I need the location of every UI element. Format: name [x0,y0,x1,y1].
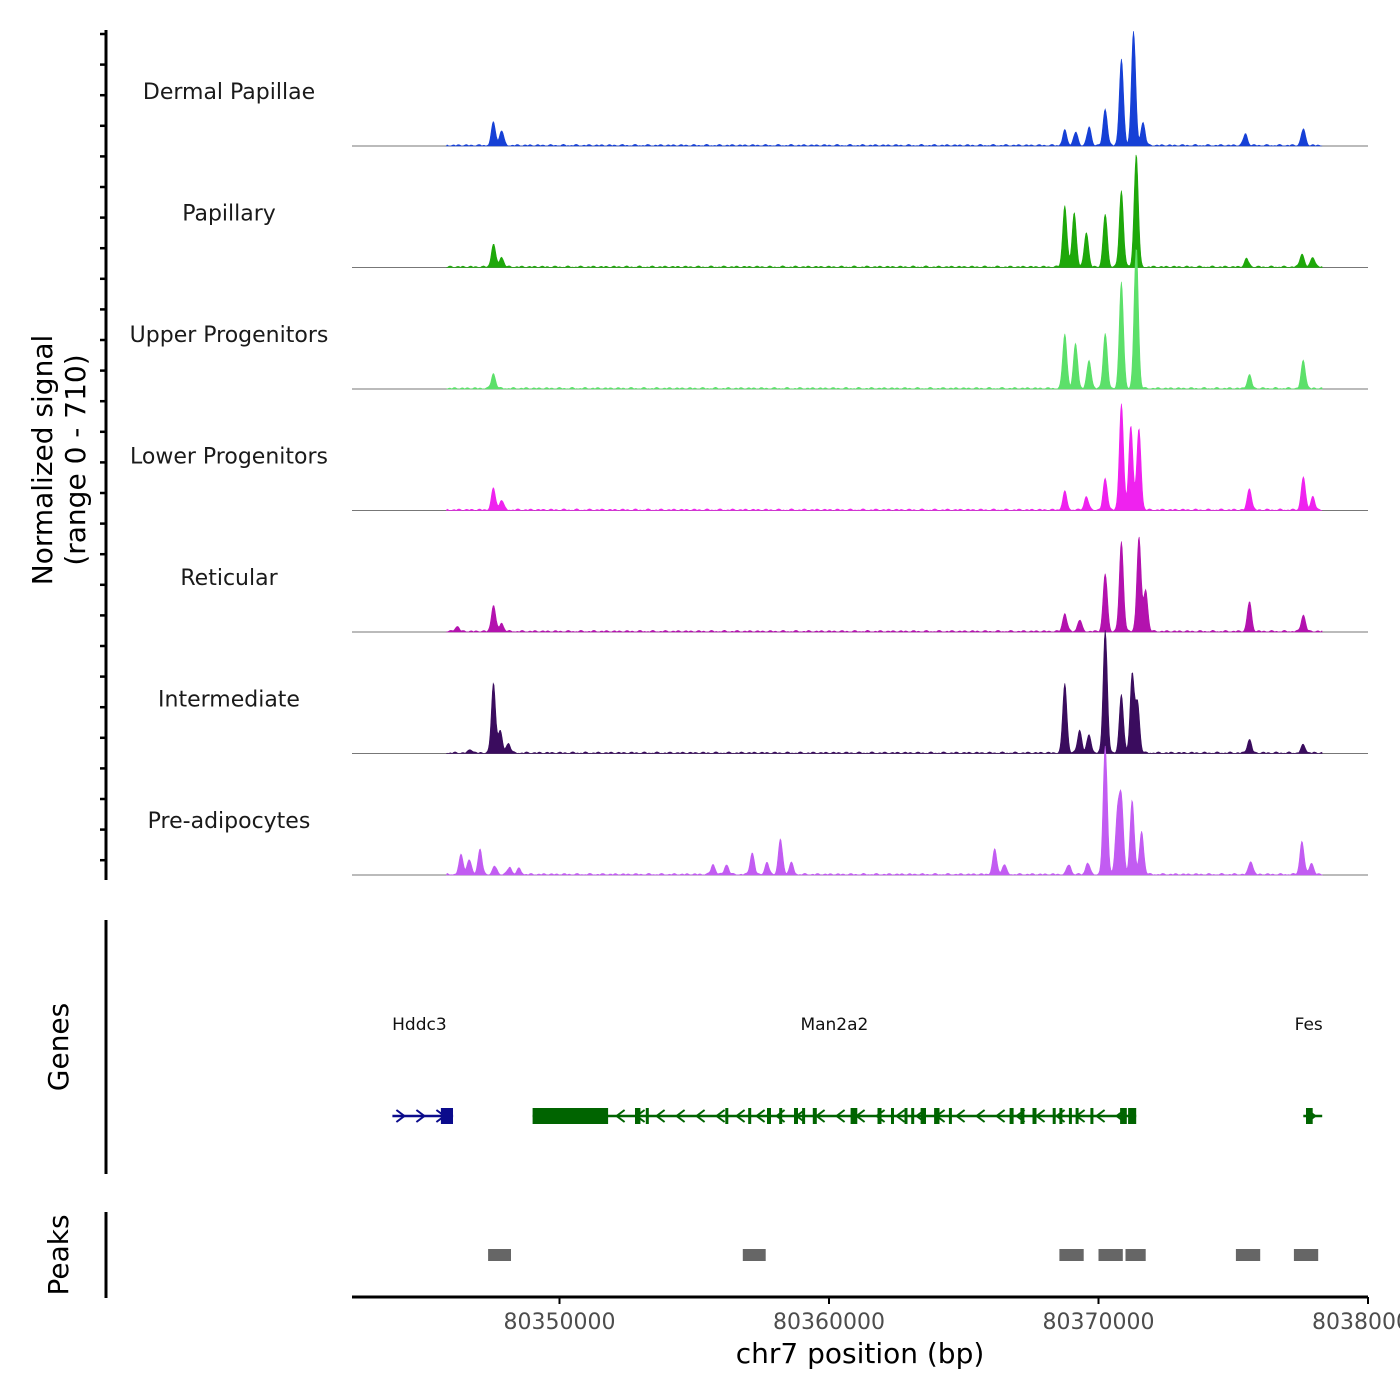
coverage-area-dermal-papillae [445,31,1323,147]
exon-man2a2 [1059,1108,1063,1124]
track-label-reticular: Reticular [180,566,278,591]
exon-man2a2 [812,1108,817,1124]
peak-region [1125,1249,1146,1261]
exon-man2a2 [850,1108,858,1124]
y-axis-title: Normalized signal (range 0 - 710) [26,335,92,586]
strand-chevron [894,1109,906,1123]
x-axis: 80350000 80360000 80370000 80380000 [352,1295,1400,1335]
gene-label-fes: Fes [1295,1015,1323,1035]
genes-track-title: Genes [42,1003,75,1091]
exon-man2a2 [802,1108,806,1124]
exon-man2a2 [948,1108,952,1124]
coverage-y-axis [100,30,108,880]
strand-chevron [694,1109,706,1123]
peak-region [488,1249,511,1261]
strand-chevron [994,1109,1006,1123]
coverage-area-reticular [446,536,1323,633]
coverage-area-intermediate [446,630,1323,754]
strand-chevron [734,1109,746,1123]
x-tick-label: 80380000 [1312,1310,1400,1335]
x-tick-label: 80360000 [773,1310,885,1335]
strand-chevron [974,1109,986,1123]
track-label-papillary: Papillary [182,202,276,227]
exon-man2a2 [1090,1108,1094,1124]
peak-region [1235,1249,1261,1261]
exon-hddc3 [440,1108,453,1124]
track-label-lower-progenitors: Lower Progenitors [130,445,328,470]
strand-chevron [874,1109,886,1123]
gene-label-hddc3: Hddc3 [392,1015,447,1035]
exon-man2a2 [794,1108,798,1124]
x-tick-label: 80370000 [1043,1310,1155,1335]
peak-region [1293,1249,1319,1261]
strand-chevron [714,1109,726,1123]
y-axis-title-line2: (range 0 - 710) [59,354,92,565]
strand-chevron [834,1109,846,1123]
peak-region [1098,1249,1123,1261]
exon-man2a2 [635,1108,641,1124]
gene-models: Hddc3 Man2a2 Fes [392,1015,1323,1124]
peak-region [1059,1249,1084,1261]
exon-man2a2 [877,1108,882,1124]
exon-man2a2 [891,1108,894,1124]
peaks-track-title: Peaks [42,1214,75,1295]
coverage-area-pre-adipocytes [445,745,1324,876]
exon-man2a2 [1075,1108,1079,1124]
x-axis-title: chr7 position (bp) [736,1337,985,1370]
exon-man2a2 [1020,1108,1025,1124]
coverage-area-upper-progenitors [446,249,1323,390]
track-label-upper-progenitors: Upper Progenitors [130,323,329,348]
strand-chevron [1034,1109,1046,1123]
gene-label-man2a2: Man2a2 [800,1015,868,1035]
exon-man2a2 [725,1108,729,1124]
y-axis-title-line1: Normalized signal [26,335,59,586]
exon-man2a2 [532,1108,609,1124]
coverage-tracks [352,31,1368,876]
track-label-dermal-papillae: Dermal Papillae [143,80,315,105]
exon-man2a2 [779,1108,783,1124]
track-label-intermediate: Intermediate [158,688,300,713]
strand-chevron [1094,1109,1106,1123]
x-tick-label: 80350000 [504,1310,616,1335]
exon-man2a2 [1128,1108,1137,1124]
exon-man2a2 [1068,1108,1072,1124]
exon-man2a2 [934,1108,940,1124]
strand-chevron [415,1109,427,1123]
track-labels: Dermal Papillae Papillary Upper Progenitor… [130,80,329,834]
strand-chevron [674,1109,686,1123]
exon-man2a2 [1032,1108,1037,1124]
exon-man2a2 [748,1108,752,1124]
exon-man2a2 [1120,1108,1127,1124]
strand-chevron [954,1109,966,1123]
peak-regions [488,1249,1319,1261]
strand-chevron [754,1109,766,1123]
exon-man2a2 [911,1108,915,1124]
exon-man2a2 [767,1108,771,1124]
exon-man2a2 [920,1108,926,1124]
exon-man2a2 [904,1108,908,1124]
strand-chevron [395,1109,407,1123]
exon-man2a2 [1009,1108,1014,1124]
coverage-area-lower-progenitors [445,403,1323,511]
coverage-area-papillary [446,154,1323,268]
exon-fes [1306,1108,1313,1124]
exon-man2a2 [1052,1108,1056,1124]
strand-chevron [614,1109,626,1123]
peak-region [742,1249,766,1261]
track-label-pre-adipocytes: Pre-adipocytes [148,809,311,834]
exon-man2a2 [645,1108,649,1124]
strand-chevron [654,1109,666,1123]
